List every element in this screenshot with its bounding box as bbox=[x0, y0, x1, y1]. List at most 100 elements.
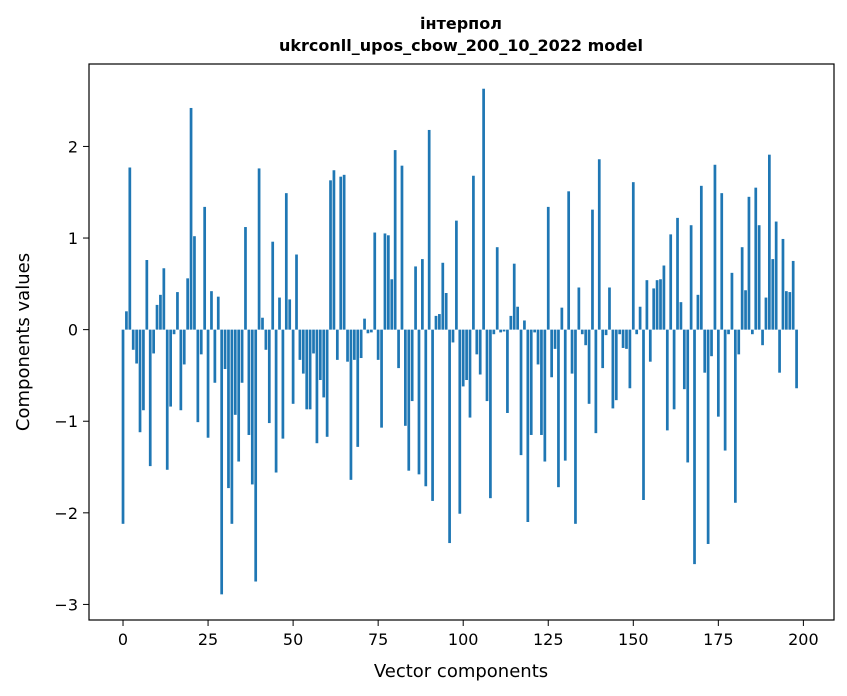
bar-104 bbox=[475, 329, 479, 355]
bar-150 bbox=[631, 182, 635, 330]
bar-163 bbox=[676, 217, 679, 330]
bar-174 bbox=[713, 164, 717, 330]
bar-159 bbox=[662, 265, 666, 330]
bar-107 bbox=[485, 329, 489, 402]
bar-96 bbox=[448, 329, 451, 544]
bar-71 bbox=[363, 318, 366, 330]
bar-187 bbox=[757, 225, 761, 330]
bar-167 bbox=[689, 225, 693, 330]
bar-7 bbox=[145, 260, 149, 330]
bar-43 bbox=[267, 329, 271, 424]
bar-145 bbox=[614, 329, 618, 401]
bar-173 bbox=[710, 329, 713, 357]
bar-191 bbox=[771, 259, 775, 330]
bar-109 bbox=[492, 329, 496, 335]
bar-127 bbox=[553, 329, 557, 349]
bar-66 bbox=[346, 329, 349, 362]
bar-64 bbox=[339, 176, 343, 330]
bar-61 bbox=[329, 180, 332, 330]
bar-1 bbox=[125, 311, 128, 330]
bar-125 bbox=[546, 206, 550, 330]
bar-58 bbox=[318, 329, 322, 381]
bar-105 bbox=[478, 329, 482, 375]
bar-80 bbox=[393, 150, 397, 330]
bar-112 bbox=[502, 329, 506, 332]
bar-3 bbox=[131, 329, 135, 350]
bar-79 bbox=[390, 279, 394, 330]
bar-161 bbox=[669, 234, 673, 330]
bar-67 bbox=[349, 329, 353, 480]
bar-70 bbox=[359, 329, 363, 359]
x-tick-label-125: 125 bbox=[533, 630, 564, 649]
bar-27 bbox=[213, 329, 217, 383]
bar-130 bbox=[563, 329, 567, 461]
bar-155 bbox=[648, 329, 652, 362]
bar-68 bbox=[352, 329, 356, 360]
bar-9 bbox=[152, 329, 155, 354]
bar-78 bbox=[387, 235, 390, 330]
bar-59 bbox=[322, 329, 326, 398]
bar-94 bbox=[441, 262, 445, 330]
bar-141 bbox=[601, 329, 605, 369]
bar-186 bbox=[754, 187, 758, 330]
bar-86 bbox=[414, 266, 417, 330]
bar-17 bbox=[179, 329, 183, 411]
bar-92 bbox=[434, 315, 438, 330]
bar-135 bbox=[580, 329, 584, 335]
bar-196 bbox=[788, 292, 792, 330]
bar-35 bbox=[240, 329, 244, 383]
bar-136 bbox=[584, 329, 588, 346]
bar-113 bbox=[506, 329, 509, 413]
bar-182 bbox=[740, 247, 744, 330]
bar-74 bbox=[373, 232, 377, 330]
bar-120 bbox=[529, 329, 533, 435]
bar-65 bbox=[342, 174, 346, 330]
bar-42 bbox=[264, 329, 268, 350]
bar-122 bbox=[536, 329, 540, 365]
bar-156 bbox=[652, 288, 656, 330]
bar-193 bbox=[778, 329, 781, 373]
bar-41 bbox=[261, 317, 264, 330]
bar-69 bbox=[356, 329, 360, 447]
bar-144 bbox=[611, 329, 615, 409]
bar-62 bbox=[332, 170, 336, 330]
x-tick-label-75: 75 bbox=[368, 630, 388, 649]
bar-53 bbox=[301, 329, 305, 374]
bar-110 bbox=[495, 247, 499, 330]
bar-132 bbox=[570, 329, 574, 374]
bar-184 bbox=[747, 196, 751, 330]
bar-179 bbox=[730, 272, 734, 330]
bar-87 bbox=[417, 329, 421, 475]
bar-164 bbox=[679, 302, 683, 330]
bar-121 bbox=[533, 329, 536, 333]
bar-63 bbox=[335, 329, 339, 360]
bar-148 bbox=[625, 329, 628, 349]
bar-126 bbox=[550, 329, 554, 378]
bar-114 bbox=[509, 315, 513, 330]
bar-30 bbox=[223, 329, 227, 370]
bar-39 bbox=[254, 329, 258, 582]
x-tick-label-150: 150 bbox=[618, 630, 649, 649]
x-tick-label-25: 25 bbox=[198, 630, 218, 649]
bar-168 bbox=[693, 329, 696, 565]
bar-26 bbox=[210, 291, 213, 330]
bar-37 bbox=[247, 329, 251, 435]
bar-171 bbox=[703, 329, 707, 373]
y-tick-label--1: −1 bbox=[54, 412, 78, 431]
bar-189 bbox=[764, 297, 768, 330]
bar-5 bbox=[138, 329, 142, 433]
bar-165 bbox=[682, 329, 686, 390]
bar-100 bbox=[461, 329, 465, 387]
bar-81 bbox=[397, 329, 400, 369]
bar-190 bbox=[768, 154, 771, 330]
bar-84 bbox=[407, 329, 411, 471]
bar-157 bbox=[655, 280, 659, 330]
bar-60 bbox=[325, 329, 329, 437]
bar-116 bbox=[516, 306, 519, 330]
bar-103 bbox=[472, 175, 475, 330]
bar-83 bbox=[404, 329, 407, 426]
bar-38 bbox=[250, 329, 254, 485]
bar-101 bbox=[465, 329, 468, 381]
bar-166 bbox=[686, 329, 690, 463]
bar-45 bbox=[274, 329, 278, 473]
